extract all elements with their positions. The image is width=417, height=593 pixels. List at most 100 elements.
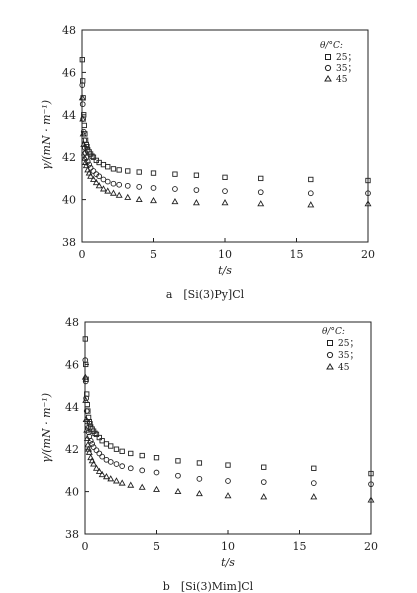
panel-b-point-square [368, 470, 374, 477]
panel-b-point-triangle [102, 473, 110, 480]
panel-b-point-circle [260, 479, 267, 485]
panel-b-point-square [113, 446, 120, 452]
panel-a-point-square [90, 154, 97, 160]
panel-a-point-triangle [109, 189, 117, 196]
panel-a-point-circle [172, 186, 178, 192]
panel-b-point-square [108, 443, 114, 449]
panel-a-x-tick-label: 15 [290, 248, 304, 261]
panel-b-point-triangle [310, 493, 318, 500]
panel-b-y-tick-label: 46 [65, 358, 79, 371]
panel-a-point-triangle [171, 198, 179, 205]
panel-b-point-triangle [195, 490, 203, 497]
panel-a-point-circle [222, 188, 228, 194]
panel-a-y-tick-label: 44 [62, 109, 76, 122]
panel-a-x-tick-label: 10 [218, 248, 232, 261]
panel-a-point-triangle [87, 172, 95, 179]
panel-b-point-circle [153, 469, 160, 476]
panel-a-point-circle [82, 144, 88, 151]
panel-b-point-triangle [81, 373, 89, 380]
panel-a-point-square [125, 168, 131, 174]
panel-b-legend-label-25: 25； [338, 339, 358, 349]
panel-a-y-axis-label: γ/(mN · m⁻¹) [40, 100, 53, 170]
panel-a-point-triangle [92, 178, 100, 186]
panel-a-point-circle [124, 182, 131, 189]
panel-b-point-square [225, 462, 231, 468]
panel-a-point-circle [193, 187, 200, 193]
panel-a-y-tick-label: 42 [62, 151, 76, 164]
panel-b-legend-entry-25: 25； [327, 339, 358, 349]
panel-a-legend-entry-25: 25； [325, 53, 356, 63]
panel-b-x-tick-label: 15 [293, 540, 307, 553]
panel-a-point-triangle [85, 169, 93, 176]
panel-b-point-circle [368, 481, 374, 488]
panel-a-point-triangle [150, 196, 157, 204]
panel-b-point-square [139, 452, 145, 459]
panel-a-point-circle [257, 189, 264, 196]
panel-b-legend-triangle-marker [326, 363, 334, 370]
panel-b-point-triangle [82, 396, 90, 403]
panel-a-legend-title: θ/°C: [320, 41, 343, 51]
panel-b-point-square [128, 450, 134, 457]
panel-a-x-ticks: 0 5 10 15 20 [79, 238, 375, 261]
panel-a-point-triangle [80, 140, 88, 147]
panel-a-point-circle [365, 190, 371, 197]
panel-b-point-circle [127, 465, 134, 472]
panel-b-point-circle [83, 408, 90, 414]
panel-a-point-triangle [221, 199, 229, 206]
panel-b-x-axis-label: t/s [221, 556, 235, 569]
panel-a-marks [78, 57, 372, 208]
panel-a-point-circle [96, 173, 103, 180]
panel-b-point-circle [113, 461, 120, 467]
panel-b-legend: θ/°C: 25； 35； 45 [322, 327, 358, 373]
panel-b-caption: b [Si(3)Mim]Cl [163, 580, 254, 593]
panel-b-plot-area: 38 40 42 44 46 48 0 5 10 15 20 [65, 316, 378, 553]
panel-a-point-circle [116, 181, 123, 188]
panel-b-legend-entry-45: 45 [326, 363, 350, 373]
panel-b-point-triangle [85, 448, 93, 455]
panel-b-legend-circle-marker [326, 351, 334, 359]
panel-b-point-square [96, 434, 102, 441]
panel-b-point-triangle [92, 464, 100, 471]
panel-b-point-triangle [367, 496, 375, 503]
panel-a-point-square [105, 164, 111, 170]
panel-b-point-triangle [83, 434, 91, 442]
panel-b-point-triangle [107, 475, 115, 482]
panel-b-point-triangle [90, 460, 98, 467]
panel-a-point-circle [104, 178, 111, 185]
panel-a-point-circle [90, 168, 97, 174]
panel-a-point-triangle [99, 185, 107, 192]
panel-b-point-triangle [118, 479, 126, 486]
panel-b-y-axis-label: γ/(mN · m⁻¹) [40, 393, 53, 463]
panel-a-legend-circle-marker [324, 64, 332, 72]
panel-b-point-circle [196, 476, 203, 482]
panel-b-point-square [99, 438, 105, 444]
panel-b-point-square [153, 455, 160, 461]
panel-b-legend-label-45: 45 [338, 363, 350, 373]
panel-a-point-square [222, 174, 228, 180]
panel-b-point-triangle [82, 415, 90, 422]
panel-b-point-triangle [224, 492, 232, 499]
panel-a-y-tick-label: 48 [62, 24, 76, 37]
panel-b-legend-entry-35: 35； [326, 351, 358, 361]
panel-b-point-circle [99, 453, 106, 460]
panel-a-x-tick-label: 0 [79, 248, 86, 261]
panel-a-point-triangle [89, 175, 97, 182]
panel-a-point-triangle [192, 199, 200, 206]
panel-b-point-square [311, 465, 317, 471]
panel-a-point-square [79, 57, 85, 63]
panel-b-point-triangle [112, 477, 120, 484]
panel-b-point-triangle [153, 485, 160, 492]
panel-b-x-tick-label: 5 [153, 540, 160, 553]
panel-a-point-square [258, 175, 264, 182]
panel-b-point-circle [85, 425, 91, 431]
panel-a-point-triangle [82, 161, 90, 169]
panel-a-caption: a [Si(3)Py]Cl [166, 288, 245, 301]
panel-b-x-ticks: 0 5 10 15 20 [82, 530, 378, 553]
panel-b-point-square [175, 458, 181, 464]
panel-b-point-square [261, 464, 267, 470]
panel-a-point-triangle [78, 94, 86, 101]
panel-a-point-circle [79, 101, 86, 108]
panel-b-point-circle [225, 478, 231, 484]
panel-b-marks [81, 336, 375, 503]
panel-a-point-square [172, 171, 178, 177]
